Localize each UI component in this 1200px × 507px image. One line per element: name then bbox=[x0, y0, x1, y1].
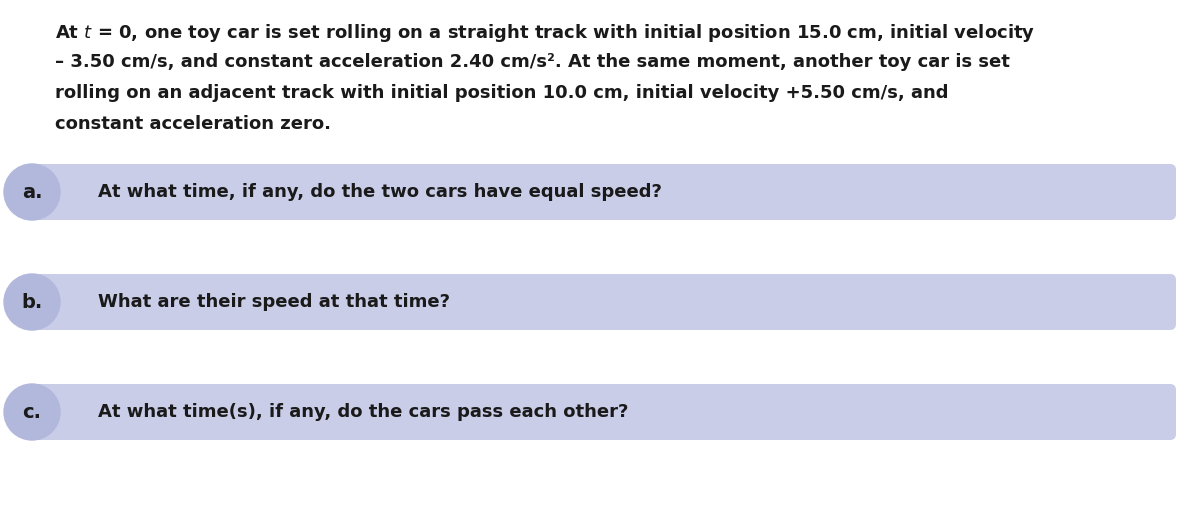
Text: At what time, if any, do the two cars have equal speed?: At what time, if any, do the two cars ha… bbox=[98, 183, 662, 201]
Circle shape bbox=[4, 164, 60, 220]
Text: a.: a. bbox=[22, 183, 42, 201]
Text: – 3.50 cm/s, and constant acceleration 2.40 cm/s². At the same moment, another t: – 3.50 cm/s, and constant acceleration 2… bbox=[55, 53, 1010, 71]
FancyBboxPatch shape bbox=[24, 164, 1176, 220]
Text: b.: b. bbox=[22, 293, 43, 311]
FancyBboxPatch shape bbox=[24, 274, 1176, 330]
Text: constant acceleration zero.: constant acceleration zero. bbox=[55, 115, 331, 133]
Text: What are their speed at that time?: What are their speed at that time? bbox=[98, 293, 450, 311]
Text: c.: c. bbox=[23, 403, 42, 421]
Circle shape bbox=[4, 274, 60, 330]
FancyBboxPatch shape bbox=[24, 384, 1176, 440]
Circle shape bbox=[4, 384, 60, 440]
Text: rolling on an adjacent track with initial position 10.0 cm, initial velocity +5.: rolling on an adjacent track with initia… bbox=[55, 84, 948, 102]
Text: At what time(s), if any, do the cars pass each other?: At what time(s), if any, do the cars pas… bbox=[98, 403, 629, 421]
Text: At $\mathit{t}$ = 0, one toy car is set rolling on a straight track with initial: At $\mathit{t}$ = 0, one toy car is set … bbox=[55, 22, 1036, 44]
